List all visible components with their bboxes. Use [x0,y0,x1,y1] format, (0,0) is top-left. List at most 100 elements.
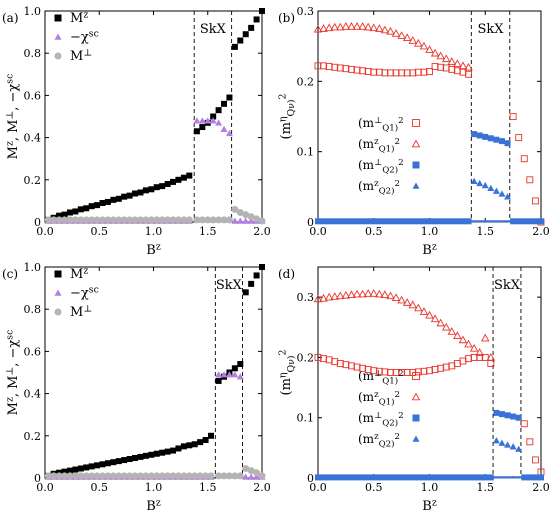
panel-tag: (c) [2,267,18,281]
data-point [191,472,199,480]
y-axis-label: Mz, M⊥, −χsc [4,74,21,160]
region-label: SkX [200,22,227,37]
data-point [66,209,73,216]
data-point [180,472,188,480]
series-1 [313,22,473,71]
data-point [220,472,228,480]
legend-label: (m⊥Q1)2 [358,369,404,387]
data-point [186,442,193,449]
data-point [137,453,144,460]
data-point [441,322,451,331]
data-point [174,216,182,224]
data-point [426,367,433,375]
data-point [142,472,150,480]
data-point [336,64,344,72]
data-point [486,353,496,361]
data-point [137,189,144,196]
data-point [380,290,390,298]
data-point [258,472,266,480]
data-point [253,473,261,480]
data-point [402,33,412,41]
data-point [77,206,84,213]
legend-label: −χsc [70,284,99,301]
y-tick-label: 0.8 [24,47,42,60]
data-point [82,216,90,224]
data-point [526,438,534,446]
data-point [148,451,155,458]
data-point [510,413,517,420]
data-point [193,216,201,224]
data-point [71,216,79,224]
data-point [242,217,250,224]
data-point [158,472,166,480]
data-point [313,24,323,33]
x-axis-label: Bz [146,497,161,514]
data-point [325,63,333,71]
data-point [426,68,433,75]
legend-marker [54,52,62,60]
data-point [215,371,223,378]
y-tick-label: 0.2 [297,351,315,364]
data-point [61,472,69,480]
data-point [330,22,339,31]
data-point [196,472,204,480]
data-point [431,63,439,71]
data-point [358,22,367,30]
y-axis-label: (mηQν)2 [277,93,296,139]
data-point [493,136,500,143]
legend-label: Mz [70,265,88,282]
data-point [242,289,249,296]
data-point [88,216,96,224]
legend-label: (m⊥Q2)2 [358,411,404,429]
x-tick-label: 2.0 [253,481,271,494]
data-point [520,155,528,163]
data-point [231,365,238,372]
data-point [458,335,468,344]
y-tick-label: 0.2 [297,75,315,88]
data-point [153,472,161,480]
data-point [204,216,212,224]
legend: (m⊥Q1)2 (mzQ1)2 (m⊥Q2)2 (mzQ2)2 [358,116,421,197]
data-point [453,59,462,68]
data-point [226,94,233,101]
data-point [153,184,160,191]
data-point [93,216,101,224]
legend-label: (m⊥Q2)2 [358,158,404,176]
x-tick-label: 1.5 [199,481,217,494]
data-point [320,355,328,363]
data-point [515,414,522,421]
data-point [242,31,249,38]
y-tick-label: 1.0 [24,261,42,274]
data-point [72,466,79,473]
data-point [504,193,512,200]
data-point [131,472,139,480]
data-point [56,212,63,219]
x-tick-label: 0.5 [91,225,109,238]
data-point [348,362,355,370]
data-point [380,25,390,34]
series-3 [470,177,512,200]
data-point [159,183,166,190]
data-point [142,452,149,459]
legend-label: (mzQ1)2 [358,390,400,408]
legend-marker [412,182,420,189]
data-point [120,216,128,224]
data-point [531,197,539,205]
data-point [242,465,250,473]
data-point [375,68,383,76]
data-point [142,216,150,224]
data-point [465,355,472,363]
y-axis-label: (mηQν)2 [277,349,296,395]
y-tick-label: 0.4 [24,388,42,401]
data-point [397,295,406,304]
data-point [153,450,160,457]
x-tick-label: 0.5 [91,481,109,494]
data-point [248,24,255,31]
data-point [414,38,423,47]
data-point [209,216,217,224]
data-point [247,213,255,221]
data-point [207,472,215,480]
data-point [414,68,422,76]
panel-d: 0.0 0.5 1.0 1.5 2.0 0 0.1 0.2 0.3 SkX Bz (mηQν)2 (d)… [277,266,550,514]
